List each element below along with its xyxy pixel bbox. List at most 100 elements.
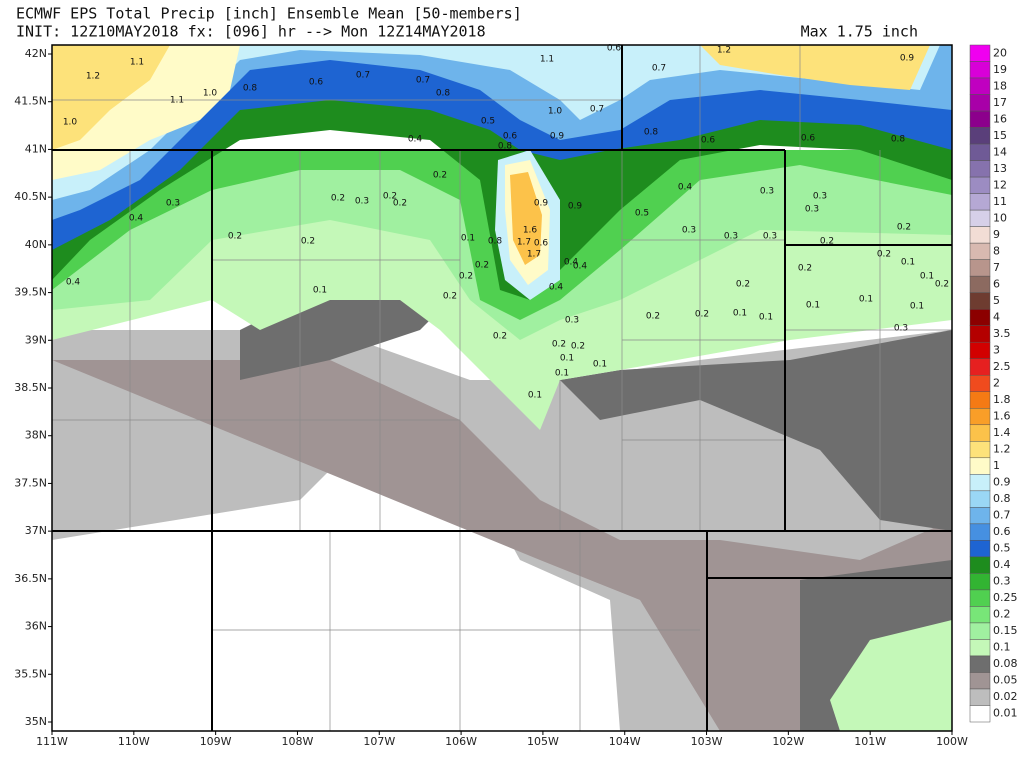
- legend-label: 0.05: [993, 674, 1018, 687]
- lon-label: 102W: [772, 735, 804, 748]
- legend-swatch: [969, 474, 991, 492]
- legend-label: 6: [993, 277, 1000, 290]
- legend-swatch: [969, 127, 991, 145]
- legend-swatch: [969, 573, 991, 591]
- legend-swatch: [969, 61, 991, 79]
- contour-label: 1.7: [517, 238, 531, 248]
- legend-swatch: [969, 209, 991, 227]
- legend-swatch: [969, 441, 991, 459]
- contour-label: 0.6: [701, 136, 716, 146]
- lat-label: 36N: [25, 620, 47, 633]
- contour-label: 0.9: [550, 132, 565, 142]
- legend-swatch: [969, 242, 991, 260]
- legend-swatch: [969, 94, 991, 112]
- contour-label: 0.8: [498, 142, 513, 152]
- contour-label: 0.7: [652, 64, 666, 74]
- lat-label: 40N: [25, 238, 47, 251]
- legend-label: 0.3: [993, 575, 1011, 588]
- contour-label: 1.2: [717, 46, 731, 56]
- contour-label: 0.8: [644, 128, 659, 138]
- legend-label: 0.15: [993, 624, 1018, 637]
- contour-label: 0.8: [436, 89, 451, 99]
- legend-label: 14: [993, 145, 1007, 158]
- legend-swatch: [969, 259, 991, 277]
- contour-label: 0.3: [763, 232, 777, 242]
- legend-label: 13: [993, 162, 1007, 175]
- legend-label: 0.1: [993, 641, 1011, 654]
- lon-label: 101W: [854, 735, 886, 748]
- legend-swatch: [969, 540, 991, 558]
- lat-label: 40.5N: [14, 190, 47, 203]
- legend-label: 5: [993, 294, 1000, 307]
- contour-label: 0.2: [331, 194, 345, 204]
- legend-swatch: [969, 160, 991, 178]
- legend-label: 17: [993, 96, 1007, 109]
- legend-swatch: [969, 193, 991, 211]
- contour-label: 0.2: [897, 223, 911, 233]
- legend-swatch: [969, 358, 991, 376]
- contour-label: 1.2: [86, 72, 100, 82]
- legend-swatch: [969, 44, 991, 62]
- contour-label: 1.1: [170, 96, 184, 106]
- legend-label: 12: [993, 178, 1007, 191]
- legend-swatch: [969, 110, 991, 128]
- lat-label: 41.5N: [14, 95, 47, 108]
- contour-label: 0.9: [900, 54, 915, 64]
- legend-label: 4: [993, 310, 1000, 323]
- lat-label: 38.5N: [14, 381, 47, 394]
- contour-label: 0.6: [607, 44, 622, 54]
- legend-swatch: [969, 655, 991, 673]
- legend-label: 1.6: [993, 410, 1011, 423]
- lat-label: 36.5N: [14, 572, 47, 585]
- legend-label: 2.5: [993, 360, 1011, 373]
- legend-label: 0.5: [993, 542, 1011, 555]
- lon-label: 109W: [200, 735, 232, 748]
- contour-label: 0.3: [760, 187, 774, 197]
- legend-swatch: [969, 622, 991, 640]
- legend-label: 18: [993, 79, 1007, 92]
- contour-label: 0.6: [801, 134, 816, 144]
- legend-swatch: [969, 705, 991, 723]
- legend-label: 0.08: [993, 657, 1018, 670]
- lon-label: 106W: [445, 735, 477, 748]
- contour-label: 0.1: [461, 234, 475, 244]
- legend-label: 0.7: [993, 509, 1011, 522]
- lon-label: 108W: [282, 735, 314, 748]
- contour-label: 0.1: [733, 309, 747, 319]
- legend-label: 10: [993, 211, 1007, 224]
- legend-swatch: [969, 688, 991, 706]
- contour-label: 0.4: [573, 262, 588, 272]
- map-fields: [52, 45, 952, 731]
- legend-label: 16: [993, 112, 1007, 125]
- contour-label: 0.2: [571, 342, 585, 352]
- legend-label: 1.8: [993, 393, 1011, 406]
- legend-swatch: [969, 490, 991, 508]
- lat-label: 37.5N: [14, 476, 47, 489]
- contour-label: 0.2: [443, 292, 457, 302]
- legend-swatch: [969, 77, 991, 95]
- legend-label: 0.9: [993, 476, 1011, 489]
- max-label: Max 1.75 inch: [801, 23, 918, 41]
- contour-label: 0.3: [894, 324, 908, 334]
- legend-swatch: [969, 556, 991, 574]
- legend-label: 7: [993, 261, 1000, 274]
- legend-swatch: [969, 457, 991, 475]
- legend-swatch: [969, 589, 991, 607]
- contour-labels: 1.21.11.11.0 0.81.00.60.7 0.70.80.50.60.80…: [63, 44, 949, 401]
- legend-swatch: [969, 408, 991, 426]
- lon-label: 110W: [118, 735, 150, 748]
- contour-label: 0.5: [481, 117, 495, 127]
- legend-label: 2: [993, 377, 1000, 390]
- lat-label: 35.5N: [14, 667, 47, 680]
- contour-label: 0.2: [475, 261, 489, 271]
- legend-label: 0.8: [993, 492, 1011, 505]
- contour-label: 0.8: [243, 84, 258, 94]
- contour-label: 0.3: [724, 232, 738, 242]
- contour-label: 0.2: [383, 192, 397, 202]
- init-line: INIT: 12Z10MAY2018 fx: [096] hr --> Mon …: [16, 23, 486, 41]
- legend-label: 3: [993, 343, 1000, 356]
- lon-label: 100W: [936, 735, 968, 748]
- lon-label: 107W: [363, 735, 395, 748]
- contour-label: 0.1: [920, 272, 934, 282]
